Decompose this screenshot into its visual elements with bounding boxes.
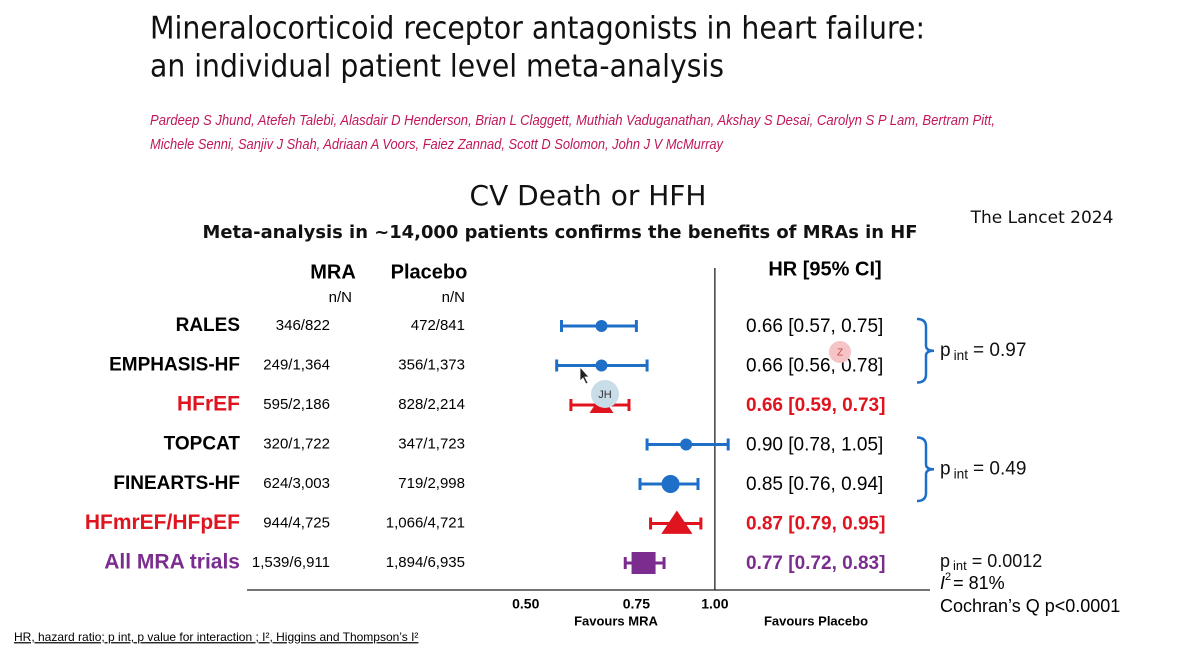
hr-marker (661, 510, 693, 534)
row-label: TOPCAT (164, 434, 241, 455)
stat-symbol: p (940, 340, 951, 361)
hr-label: 0.66 [0.59, 0.73] (746, 395, 885, 416)
mra-events: 320/1,722 (263, 435, 330, 452)
authors: Michele Senni, Sanjiv J Shah, Adriaan A … (150, 136, 724, 153)
placebo-events: 1,066/4,721 (386, 514, 465, 531)
column-header: HR [95% CI] (768, 258, 881, 280)
avatar-label: Z (837, 348, 843, 359)
stat-text: p int = 0.49 (940, 458, 1026, 481)
column-unit: n/N (442, 289, 465, 306)
stat-text: p int = 0.97 (940, 340, 1026, 363)
chart-title: CV Death or HFH (470, 179, 707, 212)
row-label: HFmrEF/HFpEF (85, 511, 240, 534)
hr-marker (595, 359, 608, 372)
avatar-label: JH (598, 389, 612, 401)
row-label: All MRA trials (104, 551, 240, 574)
stat-value: = 0.49 (973, 458, 1026, 479)
hr-label: 0.66 [0.56, 0.78] (746, 356, 883, 377)
stat-subscript: int (954, 347, 969, 362)
avatar-circle (591, 380, 619, 408)
interaction: p int = 0.97 (916, 317, 1026, 384)
mra-events: 624/3,003 (263, 475, 330, 492)
stat-subscript: int (953, 558, 967, 573)
column-header: MRA (310, 261, 356, 283)
avatar: JH (591, 380, 619, 408)
authors: Pardeep S Jhund, Atefeh Talebi, Alasdair… (150, 112, 995, 129)
row-label: EMPHASIS-HF (109, 355, 240, 376)
interaction: p int = 0.49 (916, 436, 1026, 503)
source: The Lancet 2024 (970, 208, 1114, 228)
x-tick-label: 0.50 (512, 596, 539, 612)
hr-label: 0.85 [0.76, 0.94] (746, 474, 883, 495)
x-axis-label: Favours MRA (574, 613, 658, 628)
placebo-events: 472/841 (411, 317, 465, 334)
placebo-events: 1,894/6,935 (386, 554, 465, 571)
row-label: FINEARTS-HF (113, 473, 240, 494)
mra-events: 346/822 (276, 317, 330, 334)
hr-marker (595, 320, 608, 332)
x-axis-label: Favours Placebo (764, 613, 868, 628)
placebo-events: 719/2,998 (398, 475, 465, 492)
placebo-events: 828/2,214 (398, 396, 465, 413)
mra-events: 944/4,725 (263, 514, 330, 531)
avatar-circle (829, 341, 851, 363)
column-unit: n/N (329, 289, 352, 306)
hr-label: 0.77 [0.72, 0.83] (746, 553, 885, 574)
hr-label: 0.87 [0.79, 0.95] (746, 514, 885, 535)
placebo-events: 356/1,373 (398, 356, 465, 373)
x-tick-label: 0.75 (623, 596, 650, 612)
forest-plot: MRA Placebo n/N n/N HR [95% CI] 0.50 0.75 1.00 F… (14, 258, 1120, 644)
paper-title: Mineralocorticoid receptor antagonists i… (150, 11, 925, 47)
mra-events: 249/1,364 (263, 356, 330, 373)
paper-title: an individual patient level meta-analysi… (150, 49, 724, 85)
stat-symbol: I (940, 573, 945, 593)
hr-label: 0.90 [0.78, 1.05] (746, 435, 883, 456)
bracket (916, 317, 935, 384)
bracket (916, 436, 935, 503)
hr-marker (680, 438, 693, 451)
column-header: Placebo (391, 261, 468, 283)
mra-events: 1,539/6,911 (252, 554, 330, 571)
x-tick-label: 1.00 (701, 596, 728, 612)
footnote: HR, hazard ratio; p int, p value for int… (14, 630, 418, 644)
row-label: HFrEF (177, 393, 240, 416)
stat-subscript: int (954, 466, 969, 481)
hr-label: 0.66 [0.57, 0.75] (746, 316, 883, 337)
cursor (579, 365, 590, 385)
stat-symbol: p (940, 551, 950, 571)
hr-marker (631, 552, 656, 574)
avatar: Z (829, 341, 851, 363)
stat-text: Cochran’s Q p<0.0001 (940, 596, 1120, 616)
stat-value: = 81% (953, 573, 1005, 593)
chart-subtitle: Meta-analysis in ~14,000 patients confir… (203, 222, 918, 243)
stat-superscript: 2 (945, 571, 951, 583)
stat-value: = 0.0012 (972, 551, 1043, 571)
stat-text: I2 = 81% (940, 571, 1005, 593)
stat-value: = 0.97 (973, 340, 1026, 361)
stat-symbol: p (940, 458, 951, 479)
row-label: RALES (176, 315, 240, 336)
hr-marker (661, 475, 680, 493)
stat-text: p int = 0.0012 (940, 551, 1042, 574)
placebo-events: 347/1,723 (398, 435, 465, 452)
mra-events: 595/2,186 (263, 396, 330, 413)
